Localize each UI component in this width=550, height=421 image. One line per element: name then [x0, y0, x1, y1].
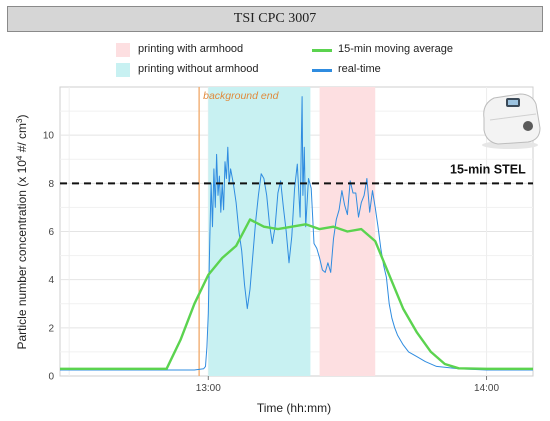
y-tick-label: 10: [43, 131, 55, 142]
series-moving-average-line: [60, 218, 533, 370]
y-tick-label: 8: [48, 179, 54, 190]
legend-label-moving-average: 15-min moving average: [338, 43, 453, 55]
background-end-label: background end: [203, 90, 279, 102]
shaded-region: [208, 87, 311, 376]
y-tick-label: 4: [48, 275, 54, 286]
legend-label-without-armhood: printing without armhood: [138, 63, 259, 75]
y-tick-label: 6: [48, 227, 54, 238]
series-real-time-line: [60, 96, 533, 371]
cpc-device-icon: [482, 93, 541, 149]
x-tick-label: 13:00: [196, 383, 221, 394]
legend-label-real-time: real-time: [338, 63, 381, 75]
legend-line-moving-average: [312, 49, 332, 52]
stel-label: 15-min STEL: [450, 162, 526, 176]
y-axis-label: Particle number concentration (x 104 #/ …: [15, 114, 30, 349]
y-tick-label: 0: [48, 372, 54, 383]
legend-label-with-armhood: printing with armhood: [138, 43, 244, 55]
legend-swatch-with-armhood: [116, 43, 130, 57]
y-tick-label: 2: [48, 323, 54, 334]
legend-line-real-time: [312, 69, 332, 72]
legend-swatch-without-armhood: [116, 63, 130, 77]
x-axis-label: Time (hh:mm): [257, 401, 331, 415]
chart-title-banner: TSI CPC 3007: [7, 6, 543, 32]
x-tick-label: 14:00: [474, 383, 499, 394]
